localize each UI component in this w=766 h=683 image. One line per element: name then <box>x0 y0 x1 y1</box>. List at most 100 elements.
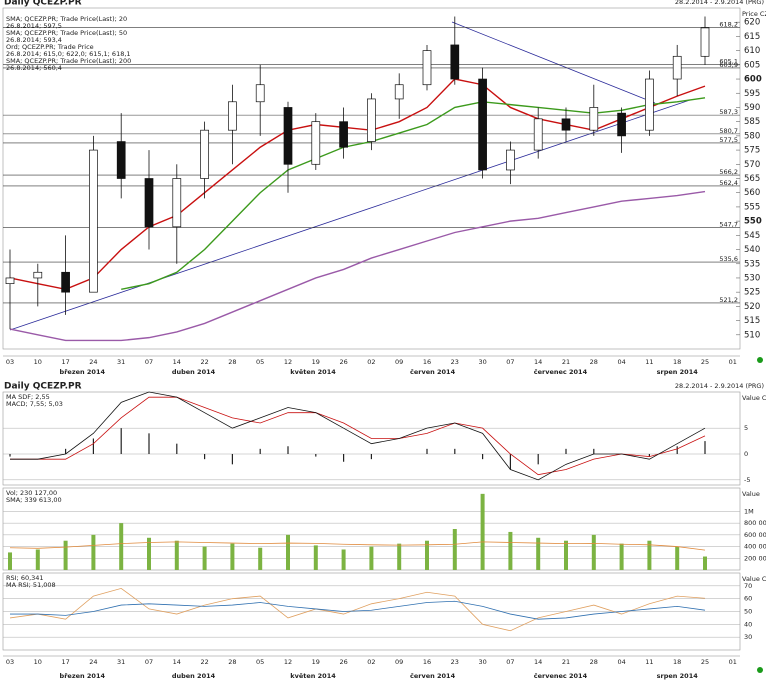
month-label: srpen 2014 <box>657 368 699 376</box>
x-tick-label: 16 <box>423 358 431 366</box>
price-level-label: 562,4 <box>719 179 738 187</box>
legend-entry: 26.8.2014; 593,4 <box>6 36 62 44</box>
y-axis-label: Value CZK <box>742 394 766 402</box>
x-tick-label: 07 <box>506 658 514 666</box>
month-label: červen 2014 <box>410 672 456 680</box>
x-tick-label: 24 <box>89 358 97 366</box>
x-tick-label: 30 <box>478 658 486 666</box>
x-tick-label: 17 <box>61 358 69 366</box>
y-tick-label: 600 000 <box>744 531 766 539</box>
sma-line <box>9 190 706 342</box>
candle-body <box>311 121 321 165</box>
candle-body <box>283 107 293 165</box>
x-tick-label: 05 <box>256 358 264 366</box>
y-tick-label: 560 <box>744 188 760 198</box>
candle-body <box>367 98 376 142</box>
y-axis-label: Value CZK <box>742 575 766 583</box>
x-tick-label: 19 <box>312 658 320 666</box>
candle-body <box>144 178 154 228</box>
x-tick-label: 11 <box>645 358 653 366</box>
candle-body <box>89 149 98 293</box>
sma-line <box>121 97 706 291</box>
x-tick-label: 23 <box>451 658 459 666</box>
volume-bar <box>675 546 680 570</box>
candle-body <box>339 121 348 148</box>
indicator-line <box>9 541 706 551</box>
candle-body <box>700 27 710 57</box>
x-tick-label: 17 <box>61 658 69 666</box>
x-tick-label: 10 <box>34 358 42 366</box>
legend-entry: SMA; QCEZP.PR; Trade Price(Last); 200 <box>6 57 131 65</box>
y-axis-label: Price CZK <box>742 10 766 18</box>
candle-body <box>450 44 460 80</box>
y-tick-label: 535 <box>744 259 760 269</box>
x-tick-label: 12 <box>284 358 292 366</box>
candle-body <box>394 84 404 100</box>
month-label: červen 2014 <box>410 368 456 376</box>
x-tick-label: 30 <box>478 358 486 366</box>
x-tick-label: 14 <box>173 358 181 366</box>
volume-bar <box>369 546 374 570</box>
y-tick-label: 590 <box>744 103 760 113</box>
candle-body <box>200 129 209 179</box>
y-tick-label: 800 000 <box>744 519 766 527</box>
volume-bar <box>35 549 40 570</box>
candle-body <box>533 118 543 151</box>
y-tick-label: 615 <box>744 32 760 42</box>
legend-entry: 26.8.2014; 560,4 <box>6 64 62 72</box>
volume-bar <box>703 556 707 570</box>
legend-entry: Vol; 230 127,00 <box>6 489 57 497</box>
price-level-label: 587,3 <box>719 108 738 116</box>
x-tick-label: 03 <box>6 358 14 366</box>
x-tick-label: 11 <box>645 658 653 666</box>
x-tick-label: 28 <box>228 658 236 666</box>
x-tick-label: 04 <box>617 358 625 366</box>
legend-entry: MA SDF; 2,55 <box>6 393 50 401</box>
volume-bar <box>230 543 235 570</box>
x-tick-label: 12 <box>284 658 292 666</box>
candle-body <box>5 277 15 284</box>
y-tick-label: 1M <box>744 507 754 515</box>
volume-bar <box>452 529 457 570</box>
x-tick-label: 14 <box>534 658 542 666</box>
x-tick-label: 04 <box>617 658 625 666</box>
candle-body <box>617 112 626 137</box>
scroll-dot[interactable] <box>757 667 763 673</box>
y-tick-label: -5 <box>744 476 750 484</box>
volume-bar <box>397 543 402 570</box>
legend-entry: MA RSI; 51,008 <box>6 581 56 589</box>
x-tick-label: 02 <box>367 658 375 666</box>
y-tick-label: 550 <box>744 217 762 227</box>
x-tick-label: 21 <box>562 358 570 366</box>
candle-body <box>561 118 571 131</box>
y-tick-label: 60 <box>744 595 752 603</box>
y-axis-label: Value <box>742 490 760 498</box>
y-tick-label: 580 <box>744 131 760 141</box>
x-tick-label: 24 <box>89 658 97 666</box>
price-level-label: 566,2 <box>719 168 738 176</box>
y-tick-label: 515 <box>744 316 760 326</box>
legend-entry: Ord; QCEZP.PR; Trade Price <box>6 43 94 51</box>
volume-bar <box>591 534 596 570</box>
y-tick-label: 610 <box>744 46 760 56</box>
volume-bar <box>425 540 429 570</box>
x-tick-label: 25 <box>701 658 709 666</box>
volume-bar <box>91 534 96 570</box>
month-label: květen 2014 <box>290 672 336 680</box>
x-tick-label: 25 <box>701 358 709 366</box>
legend-entry: SMA; QCEZP.PR; Trade Price(Last); 20 <box>6 15 127 23</box>
x-tick-label: 28 <box>590 358 598 366</box>
legend-entry: SMA; QCEZP.PR; Trade Price(Last); 50 <box>6 29 127 37</box>
month-label: srpen 2014 <box>657 672 699 680</box>
scroll-dot[interactable] <box>757 357 763 363</box>
volume-bar <box>119 523 124 570</box>
volume-bar <box>63 540 68 570</box>
candle-body <box>61 271 70 293</box>
x-tick-label: 14 <box>173 658 181 666</box>
chart-title: Daily QCEZP.PR <box>4 0 82 8</box>
y-tick-label: 0 <box>744 450 748 458</box>
price-level-label: 577,5 <box>719 136 738 144</box>
x-tick-label: 18 <box>673 658 681 666</box>
month-label: duben 2014 <box>172 672 216 680</box>
